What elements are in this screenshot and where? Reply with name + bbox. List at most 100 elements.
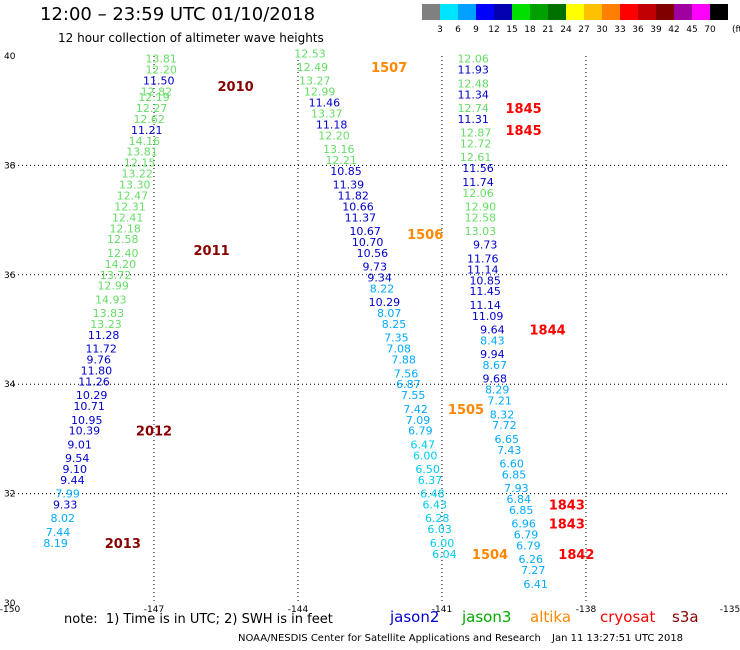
wave-height-label: 13.23 <box>90 318 122 331</box>
colorbar-label: 24 <box>560 25 572 34</box>
colorbar-label: 21 <box>542 25 553 34</box>
pass-time-label: 1845 <box>506 124 542 139</box>
pass-time-label: 2012 <box>136 425 172 440</box>
wave-height-label: 12.20 <box>318 129 350 142</box>
colorbar-label: 30 <box>596 25 608 34</box>
wave-height-label: 12.47 <box>117 189 149 202</box>
wave-height-label: 6.85 <box>502 468 527 481</box>
wave-height-label: 7.56 <box>394 367 419 380</box>
wave-height-label: 11.09 <box>472 310 504 323</box>
wave-height-label: 10.95 <box>71 414 103 427</box>
wave-height-label: 11.74 <box>462 176 494 189</box>
wave-height-label: 10.56 <box>357 247 389 260</box>
wave-height-label: 9.34 <box>367 272 392 285</box>
wave-height-label: 6.37 <box>418 474 443 487</box>
wave-height-label: 13.72 <box>100 269 132 282</box>
wave-height-label: 10.71 <box>73 400 105 413</box>
wave-height-label: 7.88 <box>391 354 416 367</box>
wave-height-label: 6.60 <box>499 458 524 471</box>
colorbar-swatch <box>422 4 441 20</box>
colorbar-label: 9 <box>473 25 479 34</box>
wave-height-label: 6.48 <box>420 488 445 501</box>
wave-height-label: 6.00 <box>413 449 438 462</box>
colorbar-swatch <box>476 4 495 20</box>
wave-height-label: 10.85 <box>469 274 501 287</box>
colorbar-label: 12 <box>488 25 499 34</box>
colorbar-label: 45 <box>686 25 697 34</box>
pass-time-label: 1842 <box>558 548 594 563</box>
wave-height-label: 6.79 <box>514 529 539 542</box>
wave-height-label: 8.25 <box>382 318 407 331</box>
colorbar-label: 15 <box>506 25 517 34</box>
wave-height-label: 9.94 <box>480 348 505 361</box>
colorbar-swatch <box>602 4 621 20</box>
wave-height-label: 9.73 <box>363 261 388 274</box>
wave-height-label: 7.72 <box>492 419 517 432</box>
wave-height-label: 6.79 <box>516 540 541 553</box>
wave-height-label: 6.79 <box>408 425 433 438</box>
y-tick-label: 36 <box>4 271 16 281</box>
credit-text: NOAA/NESDIS Center for Satellite Applica… <box>238 633 541 644</box>
x-tick-label: -147 <box>144 605 164 615</box>
wave-height-label: 13.27 <box>299 75 331 88</box>
pass-time-label: 1505 <box>448 403 484 418</box>
wave-height-label: 12.48 <box>457 77 489 90</box>
wave-height-label: 13.81 <box>126 146 158 159</box>
wave-height-label: 11.28 <box>88 329 120 342</box>
colorbar-swatch <box>548 4 567 20</box>
wave-height-label: 13.81 <box>145 53 177 66</box>
wave-height-label: 9.64 <box>480 324 505 337</box>
wave-height-label: 11.72 <box>85 343 117 356</box>
wave-height-label: 12.58 <box>107 233 139 246</box>
colorbar-swatch <box>494 4 513 20</box>
wave-height-label: 6.00 <box>430 537 455 550</box>
wave-height-label: 12.41 <box>112 211 144 224</box>
colorbar-label: 39 <box>650 25 662 34</box>
wave-height-label: 8.67 <box>483 359 508 372</box>
wave-height-label: 10.29 <box>369 296 401 309</box>
wave-height-label: 11.39 <box>333 179 365 192</box>
wave-height-label: 6.26 <box>519 553 544 566</box>
colorbar-swatch <box>656 4 675 20</box>
wave-height-label: 7.35 <box>384 332 409 345</box>
wave-height-label: 8.07 <box>377 307 402 320</box>
colorbar-swatch <box>620 4 639 20</box>
wave-height-label: 12.82 <box>141 86 173 99</box>
wave-height-label: 8.32 <box>490 408 515 421</box>
colorbar-swatch <box>440 4 459 20</box>
wave-height-label: 7.08 <box>387 343 412 356</box>
wave-height-label: 12.58 <box>465 211 497 224</box>
pass-time-label: 1844 <box>530 324 566 339</box>
colorbar-swatch <box>638 4 657 20</box>
wave-height-label: 10.67 <box>349 225 381 238</box>
wave-height-label: 10.66 <box>342 200 374 213</box>
wave-height-label: 8.02 <box>51 512 76 525</box>
wave-height-label: 12.49 <box>297 61 329 74</box>
timestamp-text: Jan 11 13:27:51 UTC 2018 <box>552 633 684 644</box>
wave-height-label: 12.19 <box>138 91 170 104</box>
y-tick-label: 38 <box>4 161 16 171</box>
wave-height-label: 12.20 <box>145 64 177 77</box>
wave-height-label: 6.43 <box>423 499 448 512</box>
wave-height-label: 8.22 <box>370 282 395 295</box>
wave-height-label: 12.15 <box>124 157 156 170</box>
legend-jason2: jason2 <box>390 608 440 626</box>
colorbar-label: 6 <box>455 25 461 34</box>
wave-height-label: 10.39 <box>69 425 101 438</box>
legend-s3a: s3a <box>672 608 699 626</box>
wave-height-label: 8.43 <box>480 334 505 347</box>
wave-height-label: 9.73 <box>473 239 498 252</box>
wave-height-label: 9.76 <box>87 354 112 367</box>
wave-height-label: 11.34 <box>457 88 489 101</box>
wave-height-label: 13.03 <box>465 225 497 238</box>
colorbar-label: 42 <box>668 25 679 34</box>
wave-height-label: 6.65 <box>495 433 520 446</box>
wave-height-label: 9.10 <box>63 463 88 476</box>
wave-height-label: 11.80 <box>81 365 113 378</box>
y-tick-label: 40 <box>4 52 16 62</box>
wave-height-label: 11.26 <box>78 375 110 388</box>
wave-height-label: 6.41 <box>523 578 548 591</box>
wave-height-label: 9.01 <box>67 438 92 451</box>
